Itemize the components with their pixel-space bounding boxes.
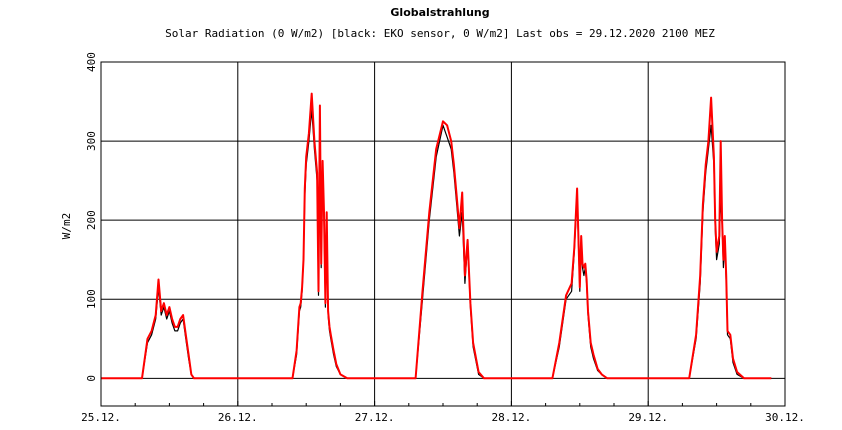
- x-tick-label: 28.12.: [492, 411, 532, 424]
- x-tick-label: 25.12.: [81, 411, 121, 424]
- plot-frame: [100, 61, 786, 407]
- y-tick-label: 0: [85, 375, 98, 382]
- x-tick-label: 26.12.: [218, 411, 258, 424]
- y-tick-label: 400: [85, 52, 98, 72]
- x-tick-label: 27.12.: [355, 411, 395, 424]
- series-lines: [101, 92, 772, 380]
- x-tick-label: 30.12.: [765, 411, 805, 424]
- axis-ticks: 25.12. 26.12. 27.12. 28.12. 29.12. 30.12. 0 100…: [81, 52, 805, 424]
- y-tick-label: 200: [85, 210, 98, 230]
- chart-title: Globalstrahlung: [390, 6, 489, 19]
- solar-radiation-line: [101, 92, 772, 380]
- grid-lines: [101, 62, 785, 406]
- x-tick-label: 29.12.: [628, 411, 668, 424]
- y-axis-label: W/m2: [60, 213, 73, 240]
- y-tick-label: 300: [85, 131, 98, 151]
- y-tick-label: 100: [85, 289, 98, 309]
- chart-subtitle: Solar Radiation (0 W/m2) [black: EKO sen…: [165, 27, 715, 40]
